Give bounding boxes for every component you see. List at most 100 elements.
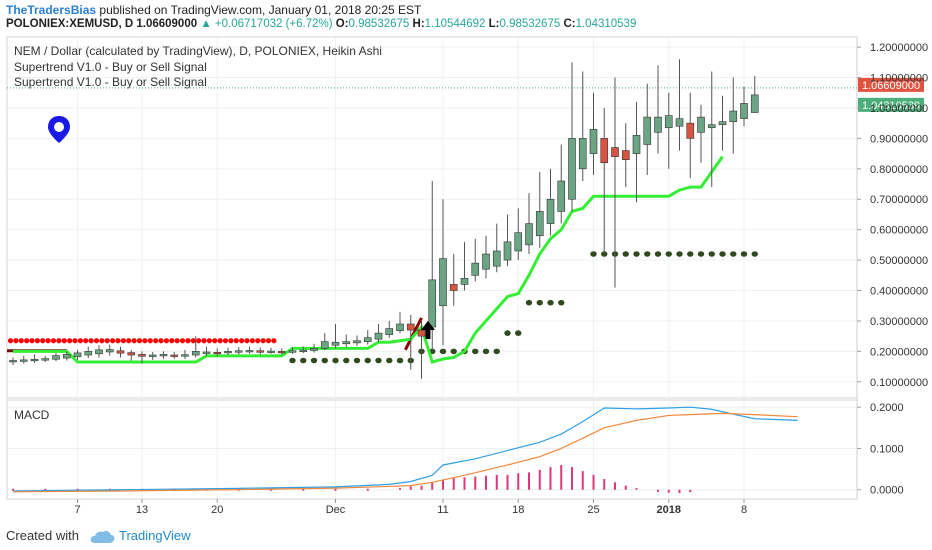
macd-histogram-bar <box>409 486 412 490</box>
candle-body <box>170 354 179 357</box>
high-label: H: <box>412 18 425 30</box>
resistance-dot <box>217 338 223 344</box>
support-dot <box>536 299 543 306</box>
price-axis-label-bg <box>858 97 924 112</box>
resistance-dot <box>131 338 137 344</box>
candle-body <box>277 351 286 354</box>
support-dot <box>515 330 522 336</box>
candle-body <box>310 348 318 351</box>
macd-tick-label: 0.1000 <box>870 443 904 455</box>
resistance-dot <box>99 338 105 344</box>
resistance-dot <box>260 338 266 344</box>
macd-histogram-bar <box>614 482 616 490</box>
support-dot <box>622 251 629 257</box>
resistance-dot <box>163 338 169 344</box>
time-tick-label: 25 <box>587 504 599 516</box>
candle-body <box>697 116 705 133</box>
price-tick-label: 0.70000000 <box>870 194 928 206</box>
macd-histogram-bar <box>506 474 509 490</box>
support-dot <box>740 251 748 257</box>
resistance-dot <box>67 338 73 344</box>
author-link[interactable]: TheTradersBias <box>6 3 97 17</box>
candle-body <box>557 180 566 212</box>
price-tick-label: 1.20000000 <box>870 42 928 54</box>
candle-body <box>568 138 576 200</box>
candle-body <box>95 349 103 355</box>
support-dot <box>719 251 726 257</box>
support-dot <box>386 357 393 364</box>
last-price: 1.06609000 <box>136 18 198 30</box>
time-tick-label: 8 <box>741 504 747 516</box>
candle-body <box>148 354 157 357</box>
resistance-dot <box>249 338 255 344</box>
candle-body <box>675 118 684 127</box>
price-tick-label: 0.20000000 <box>870 346 928 358</box>
resistance-dot <box>244 338 250 344</box>
price-plot: 1.06609000 1.04310539 <box>7 59 924 379</box>
candle-body <box>428 279 437 328</box>
resistance-dot <box>265 338 272 344</box>
resistance-dot <box>24 338 30 344</box>
candle-body <box>202 351 211 354</box>
price-tick-label: 0.50000000 <box>870 255 928 267</box>
support-dot <box>439 348 447 355</box>
macd-histogram-bar <box>399 488 401 490</box>
candle-body <box>224 351 232 354</box>
resistance-dot <box>142 338 148 344</box>
resistance-dot <box>120 338 126 344</box>
resistance-dot <box>18 338 24 344</box>
location-pin-icon <box>48 116 70 143</box>
resistance-dot <box>233 338 239 344</box>
candle-body <box>9 360 17 363</box>
macd-histogram-bar <box>571 467 573 490</box>
support-dot <box>644 251 651 257</box>
support-dot <box>697 251 705 257</box>
candle-body <box>213 351 222 355</box>
macd-histogram-bar <box>485 475 487 490</box>
candle-body <box>654 116 662 133</box>
close-value: 1.04310539 <box>575 18 637 30</box>
macd-histogram-bar <box>463 477 466 490</box>
support-dot <box>332 357 339 364</box>
candle-body <box>234 350 243 353</box>
macd-histogram-bar <box>538 469 541 490</box>
macd-histogram-bar <box>528 472 530 490</box>
candle-body <box>181 354 189 357</box>
low-label: L: <box>488 18 500 30</box>
indicator-2-label[interactable]: Supertrend V1.0 - Buy or Sell Signal <box>14 75 207 89</box>
support-dot <box>547 299 554 306</box>
indicator-1-label[interactable]: Supertrend V1.0 - Buy or Sell Signal <box>14 60 207 74</box>
chart-canvas[interactable]: 1.06609000 1.04310539 1.20000000 1.1000000… <box>0 0 932 522</box>
macd-histogram-bar <box>667 489 670 493</box>
candle-body <box>331 341 340 346</box>
support-dot <box>310 357 318 364</box>
candle-body <box>30 358 39 362</box>
support-dot <box>633 251 640 257</box>
candle-body <box>417 329 426 337</box>
resistance-dot <box>93 338 100 344</box>
candle-body <box>41 358 50 361</box>
resistance-dot <box>147 338 153 344</box>
support-dot <box>375 357 382 364</box>
candle-body <box>482 253 490 270</box>
resistance-dot <box>153 338 159 344</box>
candle-body <box>256 350 265 353</box>
candle-body <box>267 350 275 353</box>
candle-body <box>707 124 716 129</box>
macd-histogram-bar <box>517 473 520 490</box>
candle-body <box>245 350 254 353</box>
resistance-dot <box>56 338 62 344</box>
tradingview-brand[interactable]: TradingView <box>119 528 191 543</box>
candle-body <box>471 262 480 276</box>
candle-body <box>535 211 544 237</box>
resistance-dot <box>115 338 121 344</box>
resistance-dot <box>126 338 132 344</box>
price-tick-label: 0.60000000 <box>870 225 928 237</box>
resistance-dot <box>45 338 51 344</box>
macd-histogram-bar <box>581 471 584 490</box>
chart-title: NEM / Dollar (calculated by TradingView)… <box>14 44 382 58</box>
price-tick-label: 0.30000000 <box>870 316 928 328</box>
resistance-dot <box>185 338 191 344</box>
resistance-dot <box>255 338 261 344</box>
resistance-dot <box>201 338 207 344</box>
